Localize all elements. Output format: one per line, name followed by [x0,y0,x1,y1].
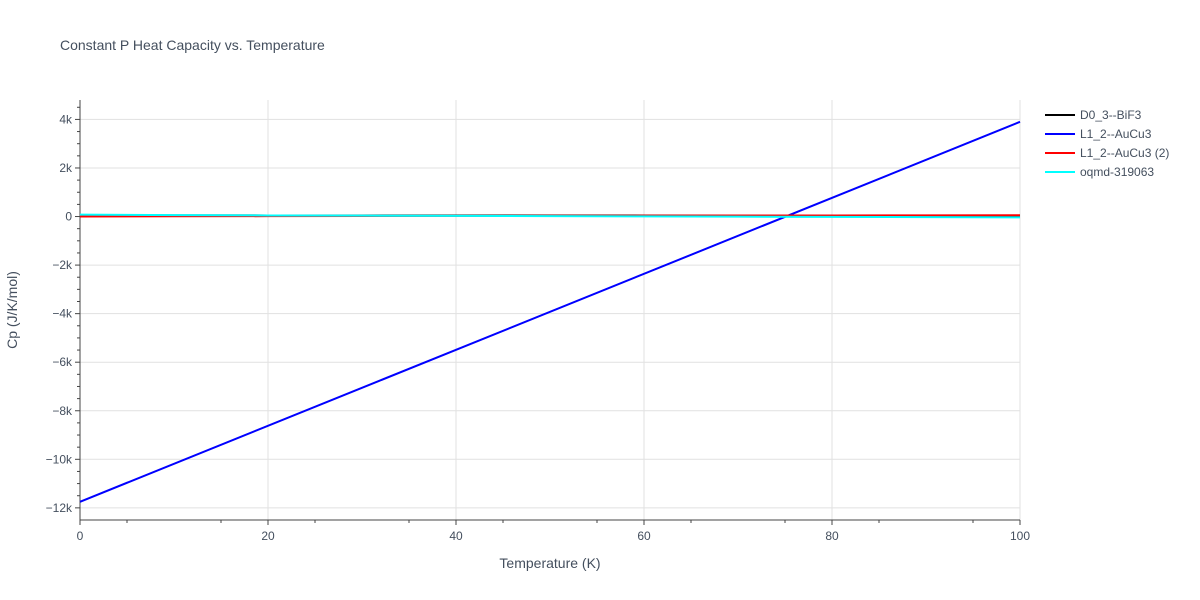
y-tick-label: −6k [52,355,73,369]
x-tick-label: 20 [261,529,275,543]
legend-item[interactable]: oqmd-319063 [1045,165,1154,179]
y-tick-label: −8k [52,404,73,418]
legend-item[interactable]: L1_2--AuCu3 [1045,127,1152,141]
axes: 0 20 40 60 80 100 −12k −10k −8k −6k −4k −2k 0 2k 4k [46,100,1030,543]
legend-label: D0_3--BiF3 [1080,108,1142,122]
x-tick-label: 0 [77,529,84,543]
x-tick-label: 60 [637,529,651,543]
x-tick-label: 100 [1010,529,1030,543]
y-tick-label: 2k [59,161,73,175]
chart-title: Constant P Heat Capacity vs. Temperature [60,37,325,53]
y-tick-label: −12k [46,501,73,515]
y-tick-label: −2k [52,258,73,272]
series-line-l1-2-aucu3 [79,120,1021,503]
x-tick-label: 80 [825,529,839,543]
x-tick-label: 40 [449,529,463,543]
y-tick-label: −10k [46,452,73,466]
y-axis-title: Cp (J/K/mol) [4,271,20,349]
legend-item[interactable]: D0_3--BiF3 [1045,108,1142,122]
series-layer [79,120,1021,503]
x-axis-title: Temperature (K) [499,555,600,571]
legend-item[interactable]: L1_2--AuCu3 (2) [1045,146,1169,160]
y-tick-label: 0 [65,210,72,224]
grid [80,100,1021,520]
legend[interactable]: D0_3--BiF3 L1_2--AuCu3 L1_2--AuCu3 (2) oqmd… [1045,108,1169,179]
legend-label: L1_2--AuCu3 (2) [1080,146,1169,160]
y-tick-label: −4k [52,307,73,321]
legend-label: oqmd-319063 [1080,165,1154,179]
y-tick-label: 4k [59,112,73,126]
legend-label: L1_2--AuCu3 [1080,127,1152,141]
series-line-oqmd-319063 [79,213,1021,219]
